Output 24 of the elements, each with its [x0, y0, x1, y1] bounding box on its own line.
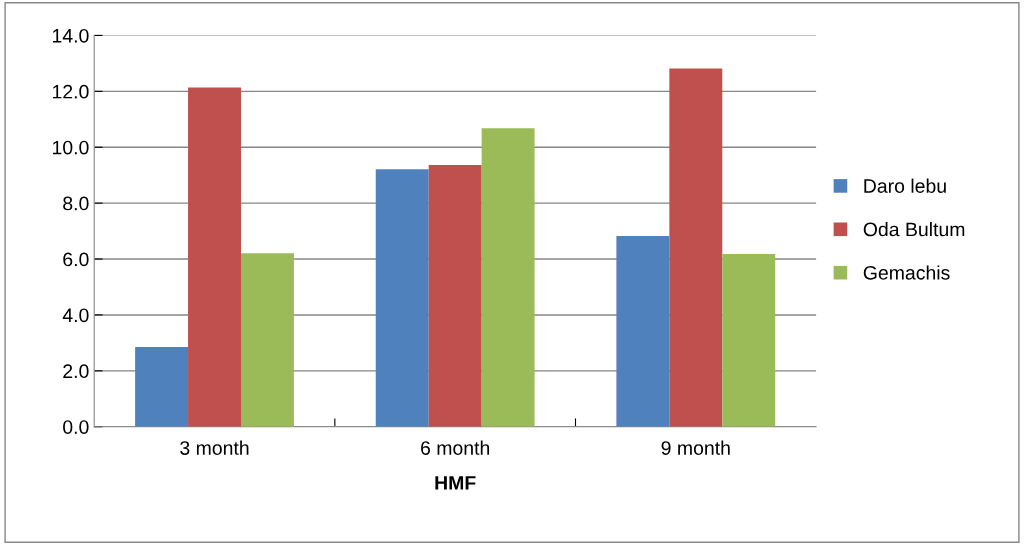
x-tick-label: 6 month: [421, 440, 490, 455]
bar: [428, 165, 482, 427]
bar: [481, 128, 535, 427]
y-tick-label: 12.0: [52, 84, 89, 99]
bar: [135, 347, 189, 427]
y-tick-label: 6.0: [63, 252, 89, 267]
bar: [616, 236, 670, 427]
bar: [669, 68, 723, 427]
y-tick-label: 2.0: [63, 364, 89, 379]
y-tick-label: 8.0: [63, 196, 89, 211]
legend-label: Daro lebu: [864, 178, 946, 193]
y-tick-label: 4.0: [62, 308, 89, 323]
y-tick-label: 14.0: [52, 28, 89, 43]
legend-label: Gemachis: [863, 265, 950, 280]
x-tick-label: 9 month: [661, 440, 730, 455]
legend-label: Oda Bultum: [863, 222, 965, 237]
bar: [722, 254, 776, 427]
y-tick-label: 0.0: [63, 420, 89, 434]
bar: [241, 253, 294, 427]
x-tick-label: 3 month: [180, 440, 249, 455]
bar: [375, 169, 429, 427]
bar: [188, 87, 241, 427]
y-tick-label: 10.0: [52, 140, 89, 155]
x-axis-title: HMF: [435, 476, 476, 490]
